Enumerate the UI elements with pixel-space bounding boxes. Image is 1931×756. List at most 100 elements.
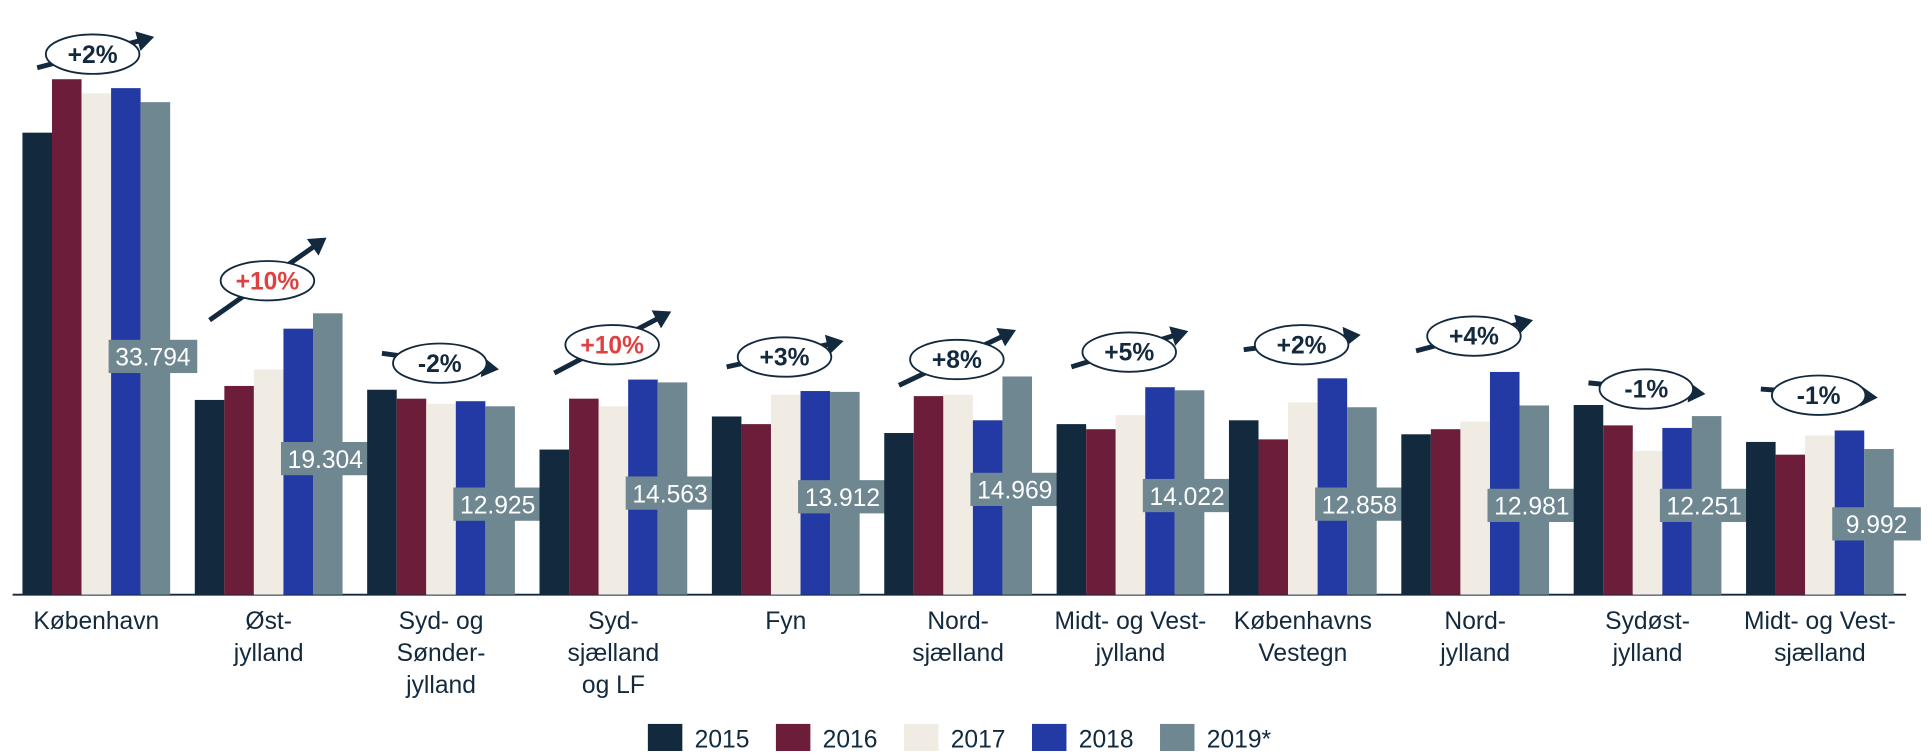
x-tick-label: Syd- og Sønder-jylland: [397, 608, 486, 699]
bar: [943, 394, 973, 595]
bar: [884, 433, 914, 595]
bar: [569, 398, 599, 595]
value-label: 12.251: [1667, 494, 1742, 521]
annotation: +5%: [1104, 340, 1154, 367]
annotation-bubble: [44, 33, 141, 75]
bar: [711, 416, 742, 595]
bar: [913, 396, 944, 595]
value-label: 14.022: [1149, 484, 1224, 511]
legend-swatch: [1031, 723, 1067, 751]
arrow-head: [651, 310, 672, 329]
legend-label: 2018: [1079, 726, 1134, 751]
value-label: 14.969: [977, 478, 1052, 505]
bar: [1086, 429, 1116, 595]
x-tick-label: Øst-jylland: [233, 608, 304, 667]
legend-swatch: [1160, 723, 1195, 751]
bar: [1632, 450, 1663, 595]
annotation-bubble: [564, 324, 660, 366]
legend-label: 2016: [823, 726, 878, 751]
annotation: +3%: [760, 345, 810, 372]
value-label: 14.563: [632, 481, 707, 508]
legend-swatch: [647, 723, 683, 751]
bar: [1430, 429, 1461, 595]
x-tick-label: Midt- og Vest-sjælland: [1744, 608, 1896, 667]
arrow-head: [996, 327, 1016, 347]
annotation: +4%: [1449, 324, 1499, 351]
bar: [770, 394, 801, 595]
bar: [1401, 434, 1431, 595]
bar: [1228, 420, 1259, 595]
value-label: 12.981: [1494, 494, 1569, 521]
annotation-bubble: [392, 342, 488, 384]
bar: [972, 420, 1003, 595]
value-label-box: [1832, 507, 1921, 541]
bar: [367, 389, 397, 595]
bar: [1288, 402, 1318, 595]
x-tick-label: Syd-sjælland og LF: [568, 608, 660, 699]
bar: [539, 449, 570, 595]
bar: [396, 398, 427, 595]
bar: [1746, 441, 1776, 595]
bar: [51, 79, 82, 595]
bar: [741, 424, 771, 595]
annotation-bubble: [736, 336, 833, 378]
x-tick-label: Københavns Vestegn: [1234, 608, 1372, 667]
x-tick-label: Fyn: [765, 608, 806, 635]
bar: [1460, 421, 1490, 595]
value-label: 33.794: [115, 345, 190, 372]
legend-label: 2015: [695, 726, 750, 751]
value-label-box: [970, 472, 1060, 507]
legend-swatch: [903, 723, 939, 751]
bar: [1056, 424, 1087, 595]
bar: [1603, 425, 1633, 595]
annotation-bubble: [909, 338, 1005, 381]
x-tick-label: Sydøst-jylland: [1605, 608, 1690, 667]
arrow-head: [306, 237, 327, 256]
x-tick-label: Nord-sjælland: [912, 608, 1004, 667]
value-label-box: [1659, 488, 1749, 523]
arrow-head: [824, 334, 844, 355]
bar: [426, 403, 456, 595]
value-label: 9.992: [1846, 512, 1908, 539]
annotation: +10%: [236, 268, 300, 295]
value-label-box: [1487, 488, 1577, 523]
annotation-bubble: [1253, 324, 1350, 366]
value-label: 12.858: [1322, 492, 1397, 519]
value-label-box: [1142, 478, 1232, 513]
bar: [1489, 371, 1520, 595]
bar: [598, 406, 629, 595]
value-label-box: [453, 487, 542, 521]
bar: [22, 132, 52, 595]
bar: [1317, 378, 1348, 595]
bar: [1258, 439, 1289, 595]
value-label: 13.912: [805, 485, 880, 512]
annotation: +2%: [1277, 332, 1327, 359]
x-tick-label: Nord-jylland: [1439, 608, 1510, 667]
arrow-head: [135, 31, 155, 52]
x-tick-label: København: [33, 608, 159, 635]
value-label: 12.925: [460, 492, 535, 519]
value-label-box: [798, 480, 887, 514]
value-label: 19.304: [288, 447, 363, 474]
legend-label: 2017: [951, 726, 1006, 751]
x-tick-label: Midt- og Vest-jylland: [1055, 608, 1207, 667]
annotation-bubble: [1081, 331, 1177, 373]
bar: [194, 399, 225, 595]
bar: [1775, 454, 1806, 595]
annotation-bubble: [1598, 368, 1695, 410]
annotation: -1%: [1797, 383, 1841, 410]
annotation: +2%: [68, 42, 118, 69]
annotation: +10%: [580, 332, 644, 359]
annotation: -1%: [1624, 377, 1668, 404]
annotation: -2%: [418, 351, 462, 378]
value-label-box: [625, 476, 715, 510]
arrow-head: [1169, 326, 1189, 346]
bar: [224, 385, 254, 595]
annotation-bubble: [1426, 315, 1522, 357]
bar: [1573, 405, 1604, 595]
value-label-box: [1315, 487, 1404, 521]
annotation: +8%: [932, 347, 982, 374]
value-label-box: [108, 339, 198, 374]
bar: [1805, 435, 1835, 595]
